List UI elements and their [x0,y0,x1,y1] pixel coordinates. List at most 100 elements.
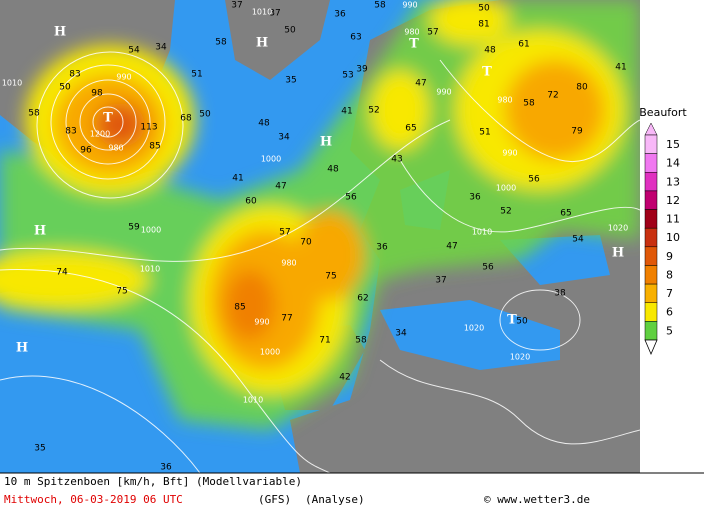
isobar-label: 980 [108,144,123,153]
gust-label: 34 [278,133,290,143]
legend-swatch [644,172,658,192]
gust-label: 58 [355,336,367,346]
gust-label: 83 [65,127,76,137]
gust-label: 47 [446,242,457,252]
gust-label: 113 [140,123,157,133]
legend-label: 10 [666,231,680,244]
gust-label: 48 [258,119,270,129]
isobar-label: 1010 [472,228,492,237]
gust-label: 74 [56,268,68,278]
low-pressure-center: T [409,37,419,52]
gust-label: 36 [376,243,388,253]
legend-label: 12 [666,194,680,207]
gust-label: 75 [116,287,127,297]
gust-label: 52 [500,207,511,217]
high-pressure-center: H [16,341,28,356]
gust-label: 37 [435,276,446,286]
gust-label: 80 [576,83,588,93]
footer-date: Mittwoch, 06-03-2019 06 UTC [4,493,183,506]
gust-label: 57 [279,228,290,238]
gust-label: 61 [518,40,529,50]
isobar-label: 1010 [2,79,22,88]
legend-swatch [644,227,658,248]
footer-credit: © www.wetter3.de [484,493,590,506]
gust-label: 56 [345,193,357,203]
high-pressure-center: H [256,36,268,51]
gust-label: 72 [547,91,558,101]
gust-label: 96 [80,146,92,156]
isobar-label: 980 [404,28,419,37]
legend-title: Beaufort [639,106,687,119]
gust-label: 38 [554,289,566,299]
legend-swatch [644,283,658,303]
gust-label: 79 [571,127,583,137]
gust-label: 57 [427,28,438,38]
legend-swatch [644,265,658,285]
gust-label: 50 [199,110,211,120]
gust-label: 58 [28,109,40,119]
isobar-label: 1000 [260,348,280,357]
gust-label: 98 [91,89,103,99]
gust-label: 47 [415,79,426,89]
gust-label: 56 [482,263,494,273]
gust-label: 37 [231,1,242,11]
gust-label: 51 [479,128,490,138]
gust-label: 34 [395,329,407,339]
gust-label: 50 [284,26,296,36]
high-pressure-center: H [320,135,332,150]
gust-label: 42 [339,373,350,383]
gust-label: 36 [160,463,172,473]
footer-description: 10 m Spitzenboen [km/h, Bft] (Modellvari… [4,475,302,488]
legend-swatch [644,209,658,229]
isobar-label: 1000 [261,155,281,164]
gust-label: 54 [128,46,140,56]
legend-label: 9 [666,250,673,263]
gust-label: 58 [523,99,535,109]
gust-label: 62 [357,294,368,304]
gust-label: 50 [516,317,528,327]
gust-label: 37 [269,9,280,19]
legend-bottom-arrow [644,339,658,356]
gust-label: 83 [69,70,80,80]
gust-label: 52 [368,106,379,116]
gust-label: 75 [325,272,336,282]
legend-label: 13 [666,175,680,188]
legend-label: 6 [666,306,673,319]
legend-swatch [644,134,658,154]
gust-label: 70 [300,238,312,248]
legend-label: 15 [666,138,680,151]
isobar-label: 1010 [243,396,263,405]
isobar-label: 1010 [252,8,272,17]
wind-field [0,0,640,430]
gust-label: 58 [215,38,227,48]
gust-label: 50 [59,83,71,93]
map: 37 37 36 58 50 81 63 57 54 34 58 50 61 48 83 50 98 51 35 53… [0,0,640,473]
gust-label: 43 [391,155,402,165]
isobar-label: 1000 [496,184,516,193]
isobar-label: 1020 [464,324,484,333]
gust-label: 41 [615,63,626,73]
gust-label: 77 [281,314,292,324]
gust-label: 58 [374,1,386,11]
gust-label: 56 [528,175,540,185]
isobar-label: 1000 [141,226,161,235]
gust-label: 63 [350,33,361,43]
gust-label: 65 [405,124,416,134]
isobar-label: 990 [402,1,417,10]
gust-label: 59 [128,223,140,233]
legend-label: 7 [666,287,673,300]
legend-swatch [644,153,658,173]
isobars [0,51,640,473]
gust-label: 85 [234,303,245,313]
legend: 15 14 13 12 11 10 9 8 7 6 5 [644,122,680,356]
gust-label: 50 [478,4,490,14]
gust-label: 36 [334,10,346,20]
legend-swatch [644,190,658,210]
isobar-label: 990 [116,73,131,82]
high-pressure-center: H [54,25,66,40]
isobar-label: 980 [281,259,296,268]
high-pressure-center: H [34,224,46,239]
low-pressure-center: T [507,313,517,328]
isobar-label: 980 [497,96,512,105]
gust-label: 85 [149,142,160,152]
